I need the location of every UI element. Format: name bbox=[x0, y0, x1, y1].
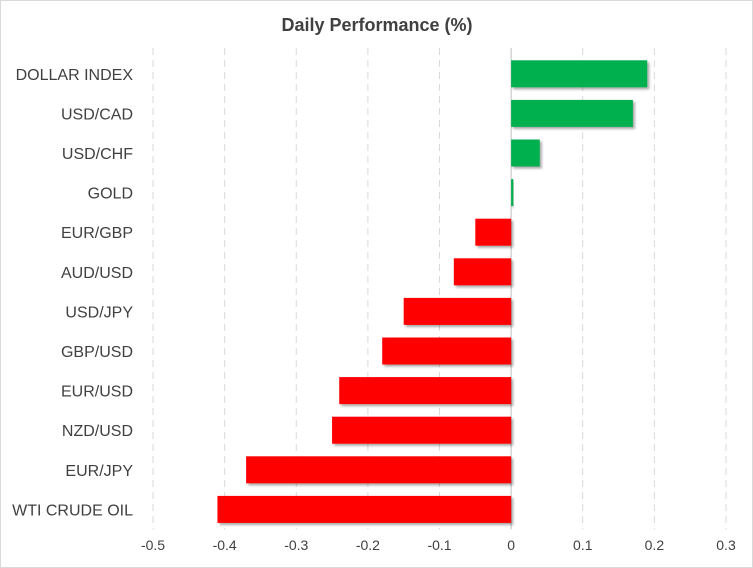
bar bbox=[217, 495, 512, 523]
bar bbox=[382, 337, 512, 365]
category-label: USD/JPY bbox=[65, 304, 133, 321]
bar bbox=[511, 60, 648, 88]
category-labels: DOLLAR INDEX USD/CAD USD/CHF GOLD EUR/GBP AUD… bbox=[12, 67, 133, 520]
bar bbox=[511, 99, 633, 127]
bar bbox=[475, 218, 512, 246]
category-label: WTI CRUDE OIL bbox=[12, 502, 133, 519]
bar bbox=[453, 258, 512, 286]
category-label: EUR/GBP bbox=[61, 225, 133, 242]
category-label: EUR/USD bbox=[61, 384, 133, 401]
x-axis-tick-labels: -0.5 -0.4 -0.3 -0.2 -0.1 0 0.1 0.2 0.3 bbox=[141, 537, 736, 553]
x-tick-label: 0.1 bbox=[573, 537, 593, 553]
bar bbox=[403, 297, 512, 325]
x-tick-label: -0.3 bbox=[284, 537, 308, 553]
category-label: GOLD bbox=[88, 186, 133, 203]
bar bbox=[511, 179, 514, 207]
bar bbox=[332, 416, 512, 444]
category-label: DOLLAR INDEX bbox=[16, 67, 134, 84]
bar bbox=[246, 456, 512, 484]
category-label: EUR/JPY bbox=[65, 463, 133, 480]
category-label: AUD/USD bbox=[61, 265, 133, 282]
x-tick-label: -0.2 bbox=[356, 537, 380, 553]
x-tick-label: -0.5 bbox=[141, 537, 165, 553]
category-label: USD/CAD bbox=[61, 106, 133, 123]
category-label: GBP/USD bbox=[61, 344, 133, 361]
bar bbox=[339, 377, 512, 405]
bars bbox=[217, 60, 648, 523]
category-label: NZD/USD bbox=[62, 423, 133, 440]
x-tick-label: 0 bbox=[507, 537, 515, 553]
gridlines bbox=[152, 48, 727, 530]
chart-title: Daily Performance (%) bbox=[281, 15, 472, 35]
category-label: USD/CHF bbox=[62, 146, 133, 163]
x-tick-label: -0.4 bbox=[213, 537, 237, 553]
x-tick-label: 0.3 bbox=[716, 537, 736, 553]
bar bbox=[511, 139, 540, 167]
x-tick-label: 0.2 bbox=[645, 537, 665, 553]
x-tick-label: -0.1 bbox=[427, 537, 451, 553]
